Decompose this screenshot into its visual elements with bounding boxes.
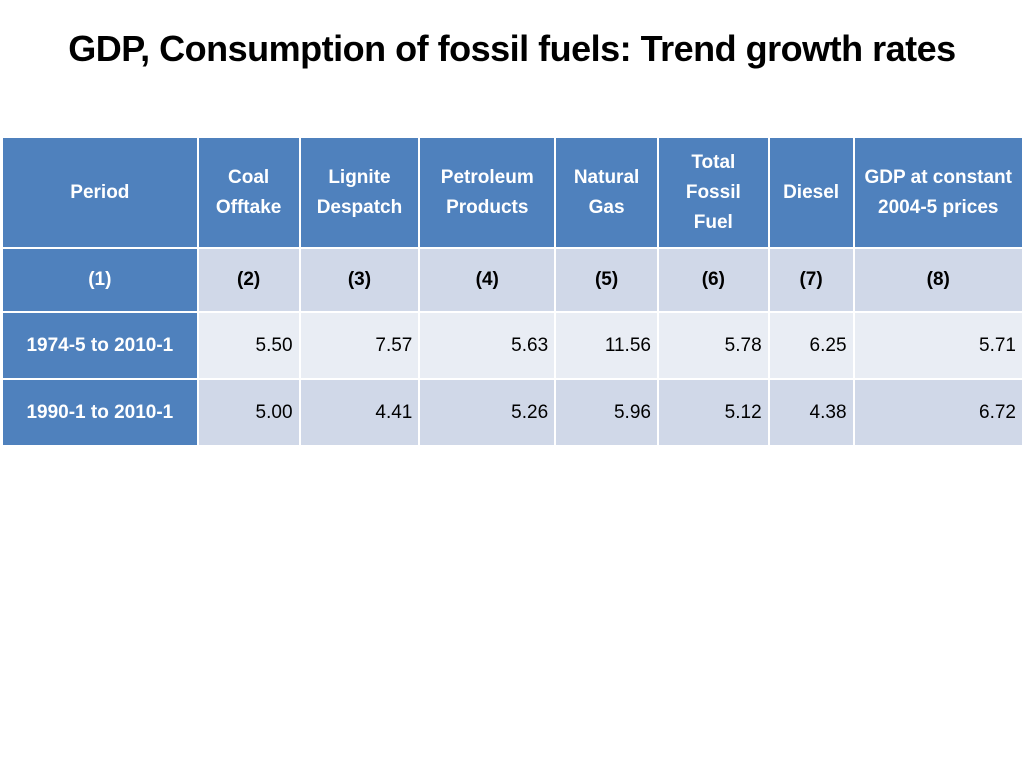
column-number-cell: (7) <box>767 247 855 313</box>
table-cell: 6.72 <box>852 378 1024 447</box>
table-cell: 4.41 <box>298 378 421 447</box>
header-lignite-despatch: Lignite Despatch <box>298 136 421 249</box>
header-coal-offtake: Coal Offtake <box>196 136 301 249</box>
header-period: Period <box>1 136 199 249</box>
header-gdp: GDP at constant 2004-5 prices <box>852 136 1024 249</box>
table-cell: 5.50 <box>196 311 301 380</box>
column-number-cell: (3) <box>298 247 421 313</box>
column-number-cell: (8) <box>852 247 1024 313</box>
growth-rates-table: Period Coal Offtake Lignite Despatch Pet… <box>1 136 1024 447</box>
table-cell: 5.96 <box>554 378 659 447</box>
table-cell: 4.38 <box>767 378 855 447</box>
header-total-fossil-fuel: Total Fossil Fuel <box>656 136 770 249</box>
column-number-cell: (1) <box>1 247 199 313</box>
column-number-cell: (5) <box>554 247 659 313</box>
table-row: 1974-5 to 2010-1 5.50 7.57 5.63 11.56 5.… <box>1 311 1024 380</box>
table-cell: 6.25 <box>767 311 855 380</box>
row-period-label: 1974-5 to 2010-1 <box>1 311 199 380</box>
header-natural-gas: Natural Gas <box>554 136 659 249</box>
column-number-cell: (2) <box>196 247 301 313</box>
table-row: 1990-1 to 2010-1 5.00 4.41 5.26 5.96 5.1… <box>1 378 1024 447</box>
header-diesel: Diesel <box>767 136 855 249</box>
column-number-row: (1) (2) (3) (4) (5) (6) (7) (8) <box>1 247 1024 313</box>
table-cell: 7.57 <box>298 311 421 380</box>
table-cell: 5.12 <box>656 378 770 447</box>
table-cell: 5.63 <box>418 311 557 380</box>
slide-title: GDP, Consumption of fossil fuels: Trend … <box>68 28 956 69</box>
table-cell: 5.26 <box>418 378 557 447</box>
table-cell: 11.56 <box>554 311 659 380</box>
header-petroleum-products: Petroleum Products <box>418 136 557 249</box>
table-cell: 5.78 <box>656 311 770 380</box>
row-period-label: 1990-1 to 2010-1 <box>1 378 199 447</box>
column-number-cell: (4) <box>418 247 557 313</box>
table-header-row: Period Coal Offtake Lignite Despatch Pet… <box>1 136 1024 249</box>
column-number-cell: (6) <box>656 247 770 313</box>
table-cell: 5.00 <box>196 378 301 447</box>
table-cell: 5.71 <box>852 311 1024 380</box>
